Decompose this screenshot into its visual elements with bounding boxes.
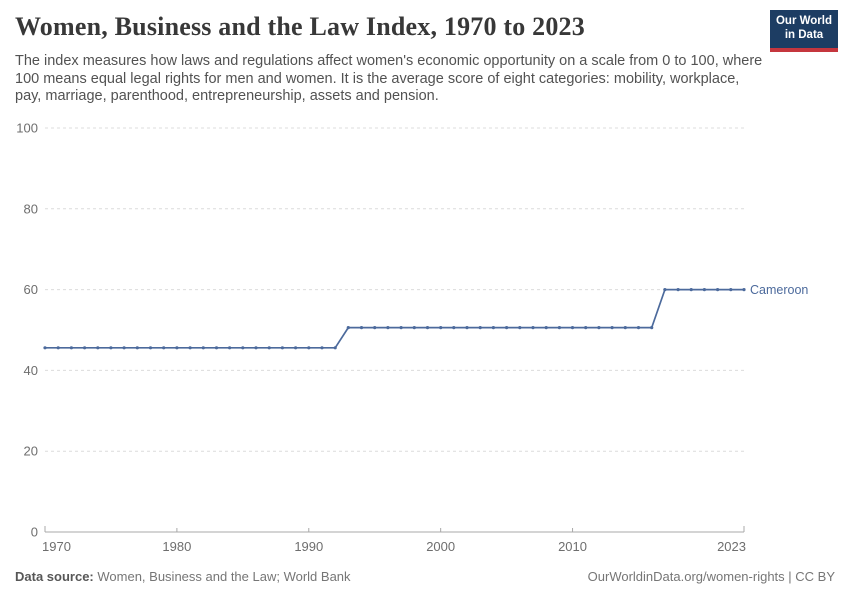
data-point[interactable] <box>702 288 707 292</box>
data-point[interactable] <box>531 326 535 330</box>
data-point[interactable] <box>663 288 667 292</box>
data-source: Data source: Women, Business and the Law… <box>15 569 351 584</box>
data-point[interactable] <box>716 288 720 292</box>
data-line[interactable] <box>45 288 744 349</box>
data-point[interactable] <box>584 326 588 330</box>
data-point[interactable] <box>610 326 614 330</box>
data-point[interactable] <box>201 346 205 350</box>
y-tick-label: 0 <box>31 525 38 540</box>
data-point[interactable] <box>109 346 113 350</box>
data-point[interactable] <box>228 346 232 350</box>
data-point[interactable] <box>650 326 654 330</box>
data-point[interactable] <box>623 326 627 330</box>
owid-logo-line2: in Data <box>784 29 824 41</box>
data-point[interactable] <box>359 326 364 330</box>
data-point[interactable] <box>636 326 641 330</box>
owid-logo-line1: Our World <box>775 15 832 28</box>
data-point[interactable] <box>148 346 153 350</box>
x-tick-label: 2000 <box>426 539 455 554</box>
y-tick-label: 100 <box>16 121 38 136</box>
data-source-value: Women, Business and the Law; World Bank <box>97 569 351 584</box>
data-point[interactable] <box>69 346 73 350</box>
data-point[interactable] <box>43 346 47 350</box>
data-point[interactable] <box>412 326 416 330</box>
chart-footer: Data source: Women, Business and the Law… <box>15 569 835 584</box>
data-point[interactable] <box>333 346 337 350</box>
data-point[interactable] <box>478 326 482 330</box>
data-point[interactable] <box>175 346 179 350</box>
x-tick-label: 2023 <box>717 539 746 554</box>
page-title: Women, Business and the Law Index, 1970 … <box>15 12 585 41</box>
data-point[interactable] <box>307 346 311 350</box>
data-point[interactable] <box>439 326 443 330</box>
x-tick-label: 1990 <box>294 539 323 554</box>
y-tick-label: 80 <box>24 201 38 216</box>
x-tick-label: 1970 <box>42 539 71 554</box>
data-point[interactable] <box>676 288 680 292</box>
data-point[interactable] <box>465 326 469 330</box>
data-point[interactable] <box>241 346 245 350</box>
data-point[interactable] <box>214 346 219 350</box>
data-source-label: Data source: <box>15 569 94 584</box>
chart-subtitle: The index measures how laws and regulati… <box>15 53 763 105</box>
data-point[interactable] <box>505 326 509 330</box>
data-point[interactable] <box>267 346 271 350</box>
data-point[interactable] <box>346 326 350 330</box>
data-point[interactable] <box>96 346 100 350</box>
data-point[interactable] <box>162 346 166 350</box>
entity-label: Cameroon <box>750 283 808 297</box>
data-point[interactable] <box>373 326 377 330</box>
data-point[interactable] <box>570 326 575 330</box>
data-point[interactable] <box>689 288 693 292</box>
data-point[interactable] <box>425 326 430 330</box>
data-point[interactable] <box>135 346 139 350</box>
data-point[interactable] <box>557 326 562 330</box>
data-point[interactable] <box>294 346 298 350</box>
data-point[interactable] <box>452 326 456 330</box>
y-tick-label: 60 <box>24 282 38 297</box>
credit-link[interactable]: OurWorldinData.org/women-rights | CC BY <box>587 569 835 584</box>
data-point[interactable] <box>491 326 495 330</box>
data-point[interactable] <box>544 326 548 330</box>
owid-logo[interactable]: Our World in Data <box>770 10 838 52</box>
data-point[interactable] <box>399 326 403 330</box>
data-point[interactable] <box>386 326 390 330</box>
data-point[interactable] <box>280 346 284 350</box>
data-point[interactable] <box>122 346 126 350</box>
x-tick-label: 2010 <box>558 539 587 554</box>
data-point[interactable] <box>83 346 87 350</box>
data-point[interactable] <box>56 346 60 350</box>
data-point[interactable] <box>518 326 522 330</box>
data-point[interactable] <box>597 326 601 330</box>
data-point[interactable] <box>254 346 258 350</box>
data-point[interactable] <box>742 288 746 292</box>
data-point[interactable] <box>188 346 192 350</box>
y-tick-label: 40 <box>24 363 38 378</box>
data-point[interactable] <box>320 346 324 350</box>
x-tick-label: 1980 <box>162 539 191 554</box>
chart-canvas[interactable]: 0 20 40 60 80 100 1970 1980 1990 2000 2010 2023 Came… <box>0 110 850 568</box>
data-point[interactable] <box>729 288 733 292</box>
y-tick-label: 20 <box>24 444 38 459</box>
